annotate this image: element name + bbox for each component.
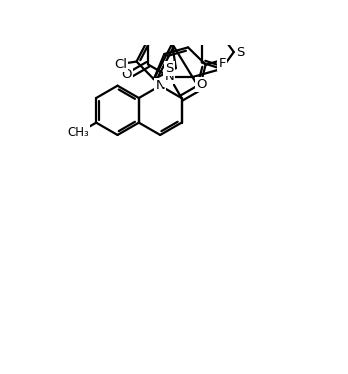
Text: CH₃: CH₃ [67,126,89,138]
Text: N: N [155,79,165,92]
Text: H: H [164,73,172,86]
Text: S: S [166,62,174,76]
Text: Cl: Cl [114,58,127,71]
Text: O: O [196,78,206,91]
Text: S: S [236,46,244,59]
Text: N: N [164,70,174,83]
Text: F: F [219,57,226,70]
Text: O: O [121,68,132,81]
